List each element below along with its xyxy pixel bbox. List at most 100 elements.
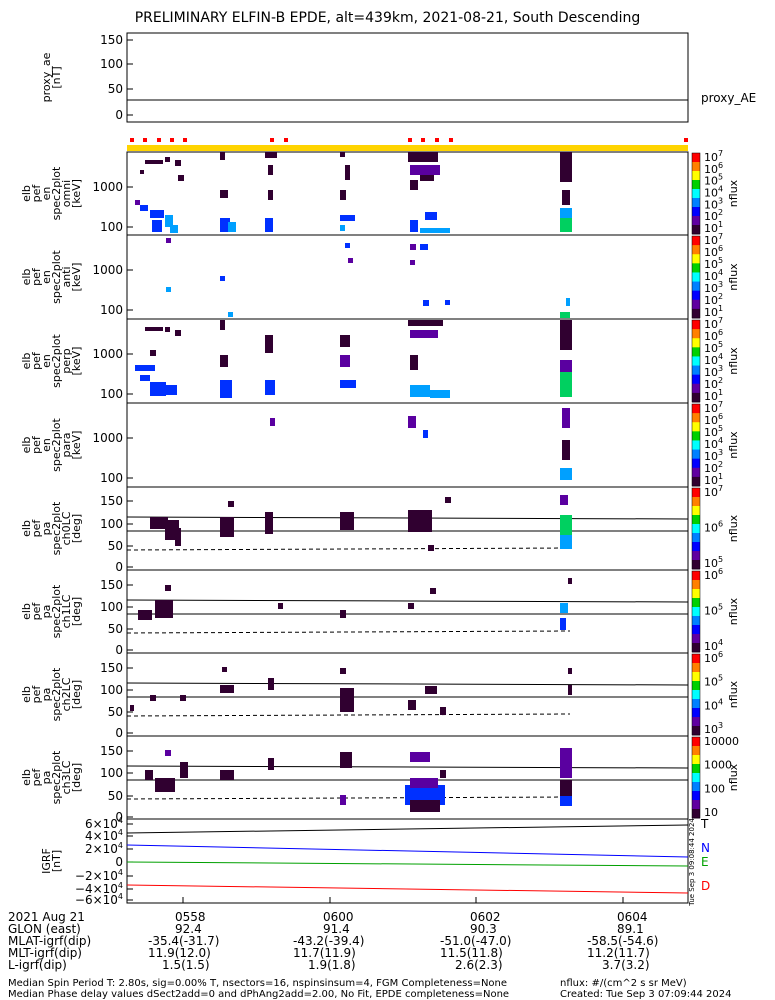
- orbit-marker-1: [143, 138, 147, 142]
- panel-4-pixel-2: [423, 430, 428, 438]
- panel-1-ylabel-1: pef: [30, 184, 43, 203]
- ephemeris-l-0604: 3.7(3.2): [602, 958, 650, 972]
- panel-8-tick-label-2: 50: [108, 789, 123, 803]
- panel-7-pixel-7: [440, 707, 446, 715]
- colorbar-7-border: [691, 653, 701, 736]
- colorbar-6-title: nflux: [727, 597, 740, 625]
- panel-1-ylabel-0: elb: [20, 185, 33, 202]
- ephemeris-glon-0558: 92.4: [175, 922, 202, 936]
- panel-8-frame: [126, 735, 689, 820]
- colorbar-8-label-0: 10000: [704, 735, 739, 748]
- colorbar-6-swatch-8: [692, 643, 700, 653]
- colorbar-3-swatch-6: [692, 374, 700, 385]
- panel-1-pixel-16: [268, 165, 273, 175]
- panel-4-colorbar: [691, 403, 701, 487]
- panel-8-pixel-6: [340, 752, 352, 768]
- ephemeris-label-l: L-igrf(dip): [8, 958, 67, 972]
- panel-3-frame: [126, 318, 689, 404]
- panel-6-upper-line: [126, 599, 689, 603]
- colorbar-4-swatch-1: [692, 413, 700, 423]
- panel-3-pixel-5: [140, 375, 150, 381]
- panel-8-ylabel-5: [deg]: [70, 763, 83, 792]
- colorbar-3-swatch-1: [692, 329, 700, 339]
- colorbar-2-swatch-0: [692, 236, 700, 246]
- panel-1-pixel-22: [340, 215, 355, 221]
- panel-1-pixel-17: [268, 190, 273, 200]
- panel-3-pixel-22: [560, 360, 572, 372]
- colorbar-2-swatch-5: [692, 281, 700, 292]
- panel-5-tick-label-1: 100: [100, 517, 123, 531]
- panel-1-pixel-21: [340, 190, 346, 200]
- orbit-bar: [127, 145, 688, 151]
- colorbar-8-swatch-0: [692, 737, 700, 747]
- panel-2-frame: [126, 234, 689, 320]
- panel-9-tick-label-2: 2×104: [85, 841, 123, 856]
- panel-8-upper-line: [126, 765, 689, 769]
- panel-9-ylabel-0: IGRF: [40, 848, 53, 874]
- panel-4-ylabel-3: spec2plot: [50, 418, 63, 472]
- colorbar-3-border: [691, 319, 701, 403]
- colorbar-4-swatch-8: [692, 476, 700, 487]
- panel-7-pixel-6: [408, 700, 416, 710]
- colorbar-2-swatch-1: [692, 245, 700, 255]
- orbit-marker-3: [170, 138, 174, 142]
- panel-7-tick-label-1: 100: [100, 683, 123, 697]
- panel-5-pixel-11: [560, 515, 572, 535]
- colorbar-7-label-0: 106: [704, 650, 723, 665]
- panel-3-pixel-0: [145, 327, 163, 331]
- colorbar-7-label-1: 105: [704, 674, 723, 689]
- panel-8-pixel-2: [155, 778, 175, 792]
- panel-9-tick-label-0: 6×104: [85, 816, 123, 831]
- panel-4-ylabel-2: en: [40, 438, 53, 452]
- panel-7-tick-label-0: 150: [100, 661, 123, 675]
- panel-0-ylabel-1: [nT]: [50, 66, 63, 88]
- igrf-T-line: [126, 824, 689, 834]
- panel-9-tick-label-5: −4×104: [75, 881, 123, 896]
- panel-6-ylabel-4: ch1LC: [60, 594, 73, 628]
- panel-8-tick-label-3: 0: [115, 810, 123, 824]
- panel-3-pixel-6: [150, 382, 166, 396]
- ephemeris-time-0558: 0558: [175, 910, 206, 924]
- panel-2-ylabel-3: spec2plot: [50, 250, 63, 304]
- colorbar-1-swatch-2: [692, 171, 700, 181]
- panel-0-tick-label-0: 150: [100, 33, 123, 47]
- orbit-marker-11: [684, 138, 688, 142]
- panel-5-pixel-12: [560, 535, 572, 549]
- colorbar-7-label-3: 103: [704, 721, 723, 736]
- panel-0-frame: [126, 32, 689, 123]
- panel-5-pixel-10: [560, 495, 568, 505]
- panel-8-tick-label-0: 150: [100, 744, 123, 758]
- panel-5-pixel-2: [175, 528, 181, 546]
- panel-7-upper-line: [126, 682, 689, 686]
- panel-2-ylabel-1: pef: [30, 267, 43, 286]
- ephemeris-l-0600: 1.9(1.8): [308, 958, 356, 972]
- panel-7-ylabel-1: pef: [30, 685, 43, 704]
- colorbar-5-swatch-1: [692, 497, 700, 507]
- panel-8-pixel-4: [220, 770, 234, 780]
- orbit-marker-2: [157, 138, 161, 142]
- panel-5-pixel-0: [150, 517, 168, 529]
- colorbar-6-swatch-4: [692, 607, 700, 617]
- ephemeris-time-0602: 0602: [470, 910, 501, 924]
- colorbar-3-swatch-2: [692, 338, 700, 348]
- panel-3-pixel-19: [410, 385, 430, 397]
- panel-1-pixel-29: [410, 220, 418, 232]
- panel-6-pixel-5: [408, 603, 414, 609]
- igrf-legend-E: E: [701, 855, 709, 869]
- panel-2-pixel-9: [445, 300, 450, 305]
- panel-1-pixel-15: [265, 152, 277, 158]
- panel-4-ylabel-5: [keV]: [70, 431, 83, 460]
- panel-3-pixel-14: [340, 355, 350, 367]
- ephemeris-label-mlat: MLAT-igrf(dip): [8, 934, 92, 948]
- colorbar-5-label-0: 107: [704, 484, 723, 499]
- panel-7-pixel-12: [130, 705, 134, 711]
- panel-8-pixel-0: [165, 750, 171, 756]
- panel-3-ylabel-5: [keV]: [70, 347, 83, 376]
- panel-0-tick-label-2: 50: [108, 82, 123, 96]
- timestamp-vertical: Tue Sep 3 09:08:44 2024: [688, 818, 696, 907]
- colorbar-7-label-2: 104: [704, 697, 723, 712]
- panel-4-pixel-3: [562, 408, 570, 428]
- orbit-marker-0: [130, 138, 134, 142]
- ephemeris-mlt-0600: 11.7(11.9): [293, 946, 356, 960]
- panel-8-tick-label-1: 100: [100, 766, 123, 780]
